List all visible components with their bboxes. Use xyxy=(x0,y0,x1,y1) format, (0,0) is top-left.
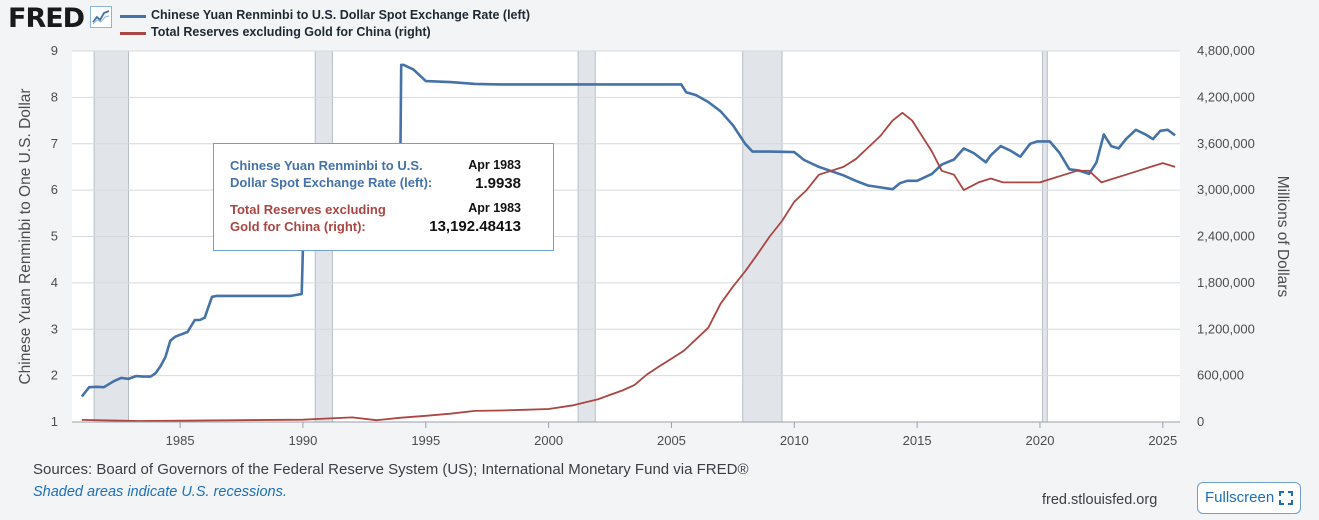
fred-logo[interactable]: FRED xyxy=(8,3,85,34)
y-tick-label-right-8: 4,800,000 xyxy=(1197,43,1255,58)
x-tick-label-2010: 2010 xyxy=(780,433,809,448)
tooltip-right-series-name: Total Reserves excluding Gold for China … xyxy=(230,202,386,234)
series-lines xyxy=(80,63,1176,422)
x-tick-label-2000: 2000 xyxy=(534,433,563,448)
tooltip-left-date: Apr 1983 xyxy=(468,158,521,172)
y-tick-label-right-0: 0 xyxy=(1197,414,1204,429)
y-tick-label-right-6: 3,600,000 xyxy=(1197,136,1255,151)
y-tick-label-right-4: 2,400,000 xyxy=(1197,229,1255,244)
y-tick-label-right-5: 3,000,000 xyxy=(1197,182,1255,197)
x-tick-label-2015: 2015 xyxy=(903,433,932,448)
tooltip-right-date: Apr 1983 xyxy=(468,201,521,215)
x-tick-label-2020: 2020 xyxy=(1026,433,1055,448)
y-tick-label-left-7: 7 xyxy=(51,136,58,151)
tooltip-left-value: 1.9938 xyxy=(475,175,521,192)
legend-swatch-left xyxy=(120,15,146,18)
y-tick-label-left-3: 3 xyxy=(51,321,58,336)
chart-header: FRED Chinese Yuan Renminbi to U.S. Dolla… xyxy=(0,0,1319,44)
x-tick-label-1985: 1985 xyxy=(166,433,195,448)
data-tooltip: Chinese Yuan Renminbi to U.S. Dollar Spo… xyxy=(213,143,554,251)
exchange-rate-line xyxy=(80,63,1176,398)
y-tick-label-left-1: 1 xyxy=(51,414,58,429)
y-tick-label-right-7: 4,200,000 xyxy=(1197,89,1255,104)
tooltip-left-series-name: Chinese Yuan Renminbi to U.S. Dollar Spo… xyxy=(230,158,433,190)
tooltip-right-value: 13,192.48413 xyxy=(429,218,521,235)
y-tick-label-left-2: 2 xyxy=(51,368,58,383)
legend-swatch-right xyxy=(120,32,146,35)
sources-text: Sources: Board of Governors of the Feder… xyxy=(33,461,749,478)
y-tick-label-left-9: 9 xyxy=(51,43,58,58)
x-tick-label-2025: 2025 xyxy=(1148,433,1177,448)
x-tick-label-1990: 1990 xyxy=(288,433,317,448)
y-axis-label-right: Millions of Dollars xyxy=(1274,176,1291,298)
legend-label-left: Chinese Yuan Renminbi to U.S. Dollar Spo… xyxy=(151,8,530,22)
y-tick-label-left-5: 5 xyxy=(51,229,58,244)
y-tick-label-right-2: 1,200,000 xyxy=(1197,321,1255,336)
site-url[interactable]: fred.stlouisfed.org xyxy=(1042,492,1158,508)
reserves-line xyxy=(81,111,1176,422)
fullscreen-label: Fullscreen xyxy=(1205,489,1275,506)
y-tick-label-right-1: 600,000 xyxy=(1197,368,1244,383)
y-axis-label-left: Chinese Yuan Renminbi to One U.S. Dollar xyxy=(17,88,34,384)
recession-note: Shaded areas indicate U.S. recessions. xyxy=(33,484,287,500)
y-tick-label-left-6: 6 xyxy=(51,182,58,197)
axes: 1985 1990 1995 2000 2005 2010 2015 2020 2025 1 2 3 4… xyxy=(51,43,1255,448)
legend-label-right: Total Reserves excluding Gold for China … xyxy=(151,25,431,39)
fullscreen-button[interactable]: Fullscreen xyxy=(1197,482,1301,514)
line-chart: 1985 1990 1995 2000 2005 2010 2015 2020 2025 1 2 3 4… xyxy=(17,43,1291,448)
y-tick-label-right-3: 1,800,000 xyxy=(1197,275,1255,290)
line-chart-icon xyxy=(90,6,112,28)
y-tick-label-left-8: 8 xyxy=(51,89,58,104)
x-tick-label-1995: 1995 xyxy=(411,433,440,448)
x-tick-label-2005: 2005 xyxy=(657,433,686,448)
expand-icon xyxy=(1279,491,1293,505)
y-tick-label-left-4: 4 xyxy=(51,275,58,290)
